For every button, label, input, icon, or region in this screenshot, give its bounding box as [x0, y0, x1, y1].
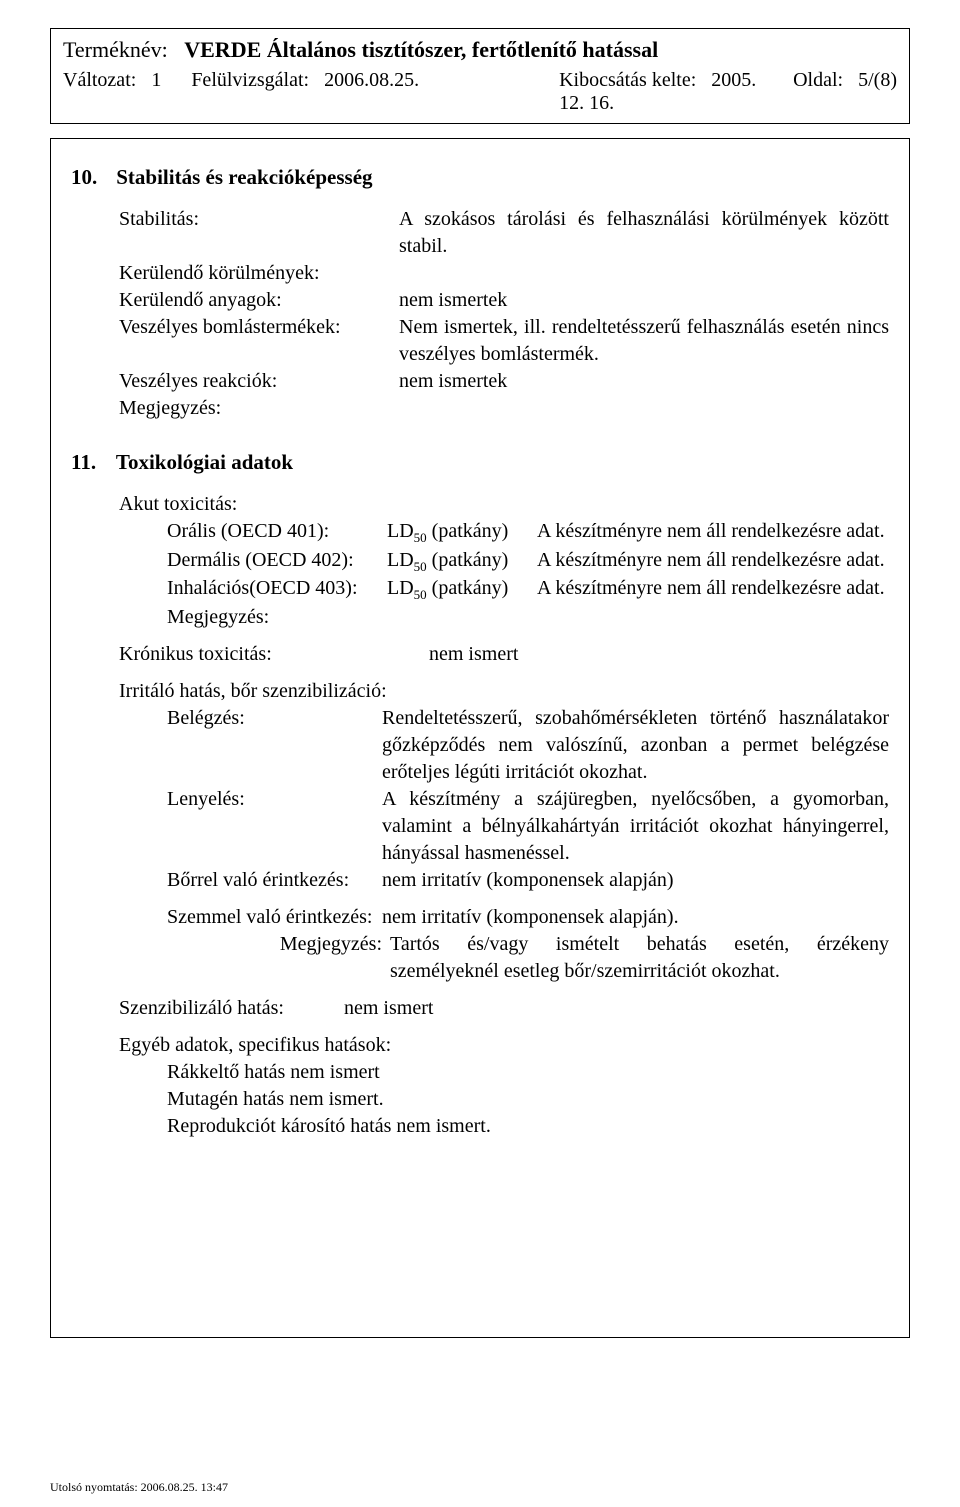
section-11-num: 11. [71, 450, 111, 475]
irritant-eye-row: Szemmel való érintkezés: nem irritatív (… [167, 904, 889, 931]
avoid-materials-val: nem ismertek [399, 287, 889, 314]
irritant-note-row: Megjegyzés: Tartós és/vagy ismételt beha… [167, 931, 889, 985]
irritant-title: Irritáló hatás, bőr szenzibilizáció: [119, 678, 889, 705]
irritant-skin-val: nem irritatív (komponensek alapján) [382, 867, 889, 894]
avoid-materials-key: Kerülendő anyagok: [119, 287, 399, 314]
acute-oral-ld-sub: 50 [414, 530, 427, 545]
acute-inhalation-key: Inhalációs(OECD 403): [167, 575, 387, 604]
acute-oral-key: Orális (OECD 401): [167, 518, 387, 547]
irritant-ingestion-key: Lenyelés: [167, 786, 382, 867]
product-name: VERDE Általános tisztítószer, fertőtlení… [184, 37, 658, 62]
revision-label: Felülvizsgálat: [191, 69, 309, 91]
acute-inhalation-row: Inhalációs(OECD 403): LD50 (patkány) A k… [167, 575, 889, 604]
product-label: Terméknév: [63, 37, 168, 62]
page-value: 5/(8) [858, 69, 897, 91]
acute-dermal-ld: LD50 (patkány) [387, 547, 537, 576]
stability-val: A szokásos tárolási és felhasználási kör… [399, 206, 889, 260]
stability-row: Stabilitás: A szokásos tárolási és felha… [119, 206, 889, 260]
header-row-1: Terméknév: VERDE Általános tisztítószer,… [63, 37, 897, 63]
acute-dermal-key: Dermális (OECD 402): [167, 547, 387, 576]
hazardous-reactions-val: nem ismertek [399, 368, 889, 395]
header-row-2: Változat: 1 Felülvizsgálat: 2006.08.25. … [63, 69, 897, 115]
other-line-3: Reprodukciót károsító hatás nem ismert. [167, 1113, 889, 1140]
acute-oral-ld-text: LD [387, 520, 414, 542]
acute-dermal-row: Dermális (OECD 402): LD50 (patkány) A ké… [167, 547, 889, 576]
sensitizing-row: Szenzibilizáló hatás: nem ismert [119, 995, 889, 1022]
s10-note-key: Megjegyzés: [119, 395, 399, 422]
acute-oral-ld: LD50 (patkány) [387, 518, 537, 547]
page-label: Oldal: [793, 69, 843, 91]
acute-inhal-ld-sub: 50 [414, 587, 427, 602]
page-container: Terméknév: VERDE Általános tisztítószer,… [0, 0, 960, 1507]
acute-dermal-ld-tail: (patkány) [427, 549, 509, 571]
page-block: Oldal: 5/(8) [763, 69, 897, 92]
irritant-eye-val: nem irritatív (komponensek alapján). [382, 904, 889, 931]
irritant-block: Belégzés: Rendeltetésszerű, szobahőmérsé… [167, 705, 889, 985]
issue-block: Kibocsátás kelte: 2005. 12. 16. [419, 69, 763, 115]
acute-dermal-val: A készítményre nem áll rendelkezésre ada… [537, 547, 889, 576]
hazardous-reactions-row: Veszélyes reakciók: nem ismertek [119, 368, 889, 395]
hazardous-decomposition-val: Nem ismertek, ill. rendeltetésszerű felh… [399, 314, 889, 368]
sensitizing-key: Szenzibilizáló hatás: [119, 995, 344, 1022]
sensitizing-val: nem ismert [344, 995, 889, 1022]
irritant-ingestion-row: Lenyelés: A készítmény a szájüregben, ny… [167, 786, 889, 867]
hazardous-reactions-key: Veszélyes reakciók: [119, 368, 399, 395]
section-11-title: 11. Toxikológiai adatok [71, 450, 889, 475]
hazardous-decomposition-key: Veszélyes bomlástermékek: [119, 314, 399, 341]
chronic-row: Krónikus toxicitás: nem ismert [119, 641, 889, 668]
irritant-eye-key: Szemmel való érintkezés: [167, 904, 382, 931]
acute-dermal-ld-text: LD [387, 549, 414, 571]
footer-text: Utolsó nyomtatás: 2006.08.25. 13:47 [50, 1480, 228, 1495]
chronic-val: nem ismert [429, 641, 889, 668]
other-effects-list: Rákkeltő hatás nem ismert Mutagén hatás … [167, 1059, 889, 1140]
irritant-note-val: Tartós és/vagy ismételt behatás esetén, … [390, 931, 889, 985]
irritant-skin-key: Bőrrel való érintkezés: [167, 867, 382, 894]
issue-label: Kibocsátás kelte: [559, 69, 696, 91]
acute-toxicity-table: Orális (OECD 401): LD50 (patkány) A kész… [167, 518, 889, 631]
section-11-body: Akut toxicitás: Orális (OECD 401): LD50 … [119, 491, 889, 1140]
s10-note-row: Megjegyzés: [119, 395, 889, 422]
other-effects-title: Egyéb adatok, specifikus hatások: [119, 1032, 889, 1059]
body-box: 10. Stabilitás és reakcióképesség Stabil… [50, 138, 910, 1338]
other-line-2: Mutagén hatás nem ismert. [167, 1086, 889, 1113]
irritant-inhalation-row: Belégzés: Rendeltetésszerű, szobahőmérsé… [167, 705, 889, 786]
chronic-key: Krónikus toxicitás: [119, 641, 429, 668]
irritant-inhalation-val: Rendeltetésszerű, szobahőmérsékleten tör… [382, 705, 889, 786]
other-line-1: Rákkeltő hatás nem ismert [167, 1059, 889, 1086]
acute-inhal-ld-tail: (patkány) [427, 577, 509, 599]
acute-toxicity-title: Akut toxicitás: [119, 491, 889, 518]
section-10-title: 10. Stabilitás és reakcióképesség [71, 165, 889, 190]
avoid-conditions-row: Kerülendő körülmények: [119, 260, 889, 287]
acute-inhal-ld-text: LD [387, 577, 414, 599]
section-11-heading: Toxikológiai adatok [116, 450, 293, 474]
version-block: Változat: 1 Felülvizsgálat: 2006.08.25. [63, 69, 419, 92]
section-10-num: 10. [71, 165, 111, 190]
irritant-inhalation-key: Belégzés: [167, 705, 382, 786]
avoid-materials-row: Kerülendő anyagok: nem ismertek [119, 287, 889, 314]
acute-inhalation-val: A készítményre nem áll rendelkezésre ada… [537, 575, 889, 604]
acute-note-row: Megjegyzés: [167, 604, 889, 631]
hazardous-decomposition-row: Veszélyes bomlástermékek: Nem ismertek, … [119, 314, 889, 368]
stability-key: Stabilitás: [119, 206, 399, 233]
irritant-note-key: Megjegyzés: [167, 931, 390, 985]
revision-value: 2006.08.25. [324, 69, 419, 91]
acute-dermal-ld-sub: 50 [414, 559, 427, 574]
acute-note-key: Megjegyzés: [167, 604, 387, 631]
irritant-skin-row: Bőrrel való érintkezés: nem irritatív (k… [167, 867, 889, 894]
avoid-conditions-key: Kerülendő körülmények: [119, 260, 399, 287]
version-label: Változat: [63, 69, 136, 91]
section-10-body: Stabilitás: A szokásos tárolási és felha… [119, 206, 889, 422]
irritant-ingestion-val: A készítmény a szájüregben, nyelőcsőben,… [382, 786, 889, 867]
section-10-heading: Stabilitás és reakcióképesség [116, 165, 372, 189]
acute-oral-ld-tail: (patkány) [427, 520, 509, 542]
header-box: Terméknév: VERDE Általános tisztítószer,… [50, 28, 910, 124]
acute-oral-val: A készítményre nem áll rendelkezésre ada… [537, 518, 889, 547]
acute-oral-row: Orális (OECD 401): LD50 (patkány) A kész… [167, 518, 889, 547]
acute-inhalation-ld: LD50 (patkány) [387, 575, 537, 604]
version-value: 1 [151, 69, 161, 91]
